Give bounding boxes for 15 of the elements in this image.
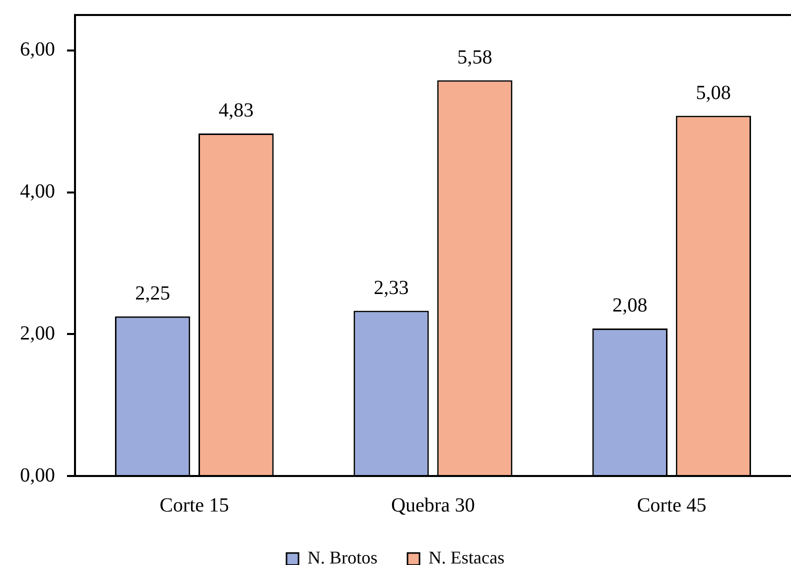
y-tick-label: 2,00	[20, 322, 55, 344]
legend-label: N. Brotos	[308, 548, 378, 565]
y-tick-label: 0,00	[20, 464, 55, 486]
x-tick-label: Corte 45	[636, 494, 706, 516]
legend-label: N. Estacas	[428, 548, 504, 565]
x-tick-label: Corte 15	[160, 494, 230, 516]
data-label: 4,83	[218, 100, 254, 122]
data-label: 2,08	[612, 294, 648, 317]
x-tick-label: Quebra 30	[391, 494, 475, 516]
data-label: 5,58	[457, 46, 492, 68]
y-tick-label: 4,00	[20, 180, 55, 203]
data-label: 2,33	[374, 277, 409, 299]
y-tick-label: 6,00	[20, 38, 55, 61]
data-label: 2,25	[135, 282, 170, 305]
data-label: 5,08	[696, 82, 731, 104]
